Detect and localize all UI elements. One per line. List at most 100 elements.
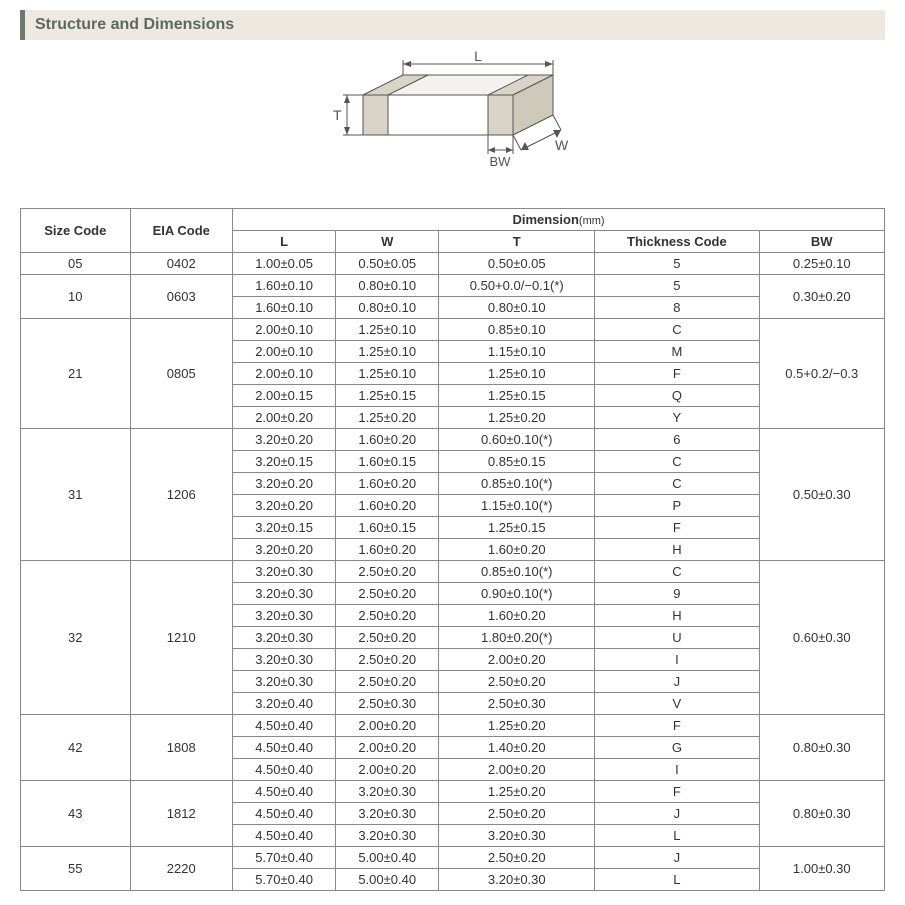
col-dimension: Dimension(mm) [233,209,885,231]
cell-size-code: 43 [21,781,131,847]
cell-W: 0.80±0.10 [336,275,439,297]
cell-eia-code: 1812 [130,781,233,847]
cell-tc: L [595,825,759,847]
col-thickness-code: Thickness Code [595,231,759,253]
cell-L: 1.60±0.10 [233,275,336,297]
cell-size-code: 10 [21,275,131,319]
cell-L: 1.60±0.10 [233,297,336,319]
col-BW: BW [759,231,884,253]
cell-tc: 5 [595,253,759,275]
cell-L: 3.20±0.15 [233,517,336,539]
cell-W: 2.50±0.30 [336,693,439,715]
cell-tc: P [595,495,759,517]
cell-tc: J [595,803,759,825]
cell-eia-code: 0603 [130,275,233,319]
cell-bw: 0.80±0.30 [759,781,884,847]
col-size-code: Size Code [21,209,131,253]
cell-W: 2.50±0.20 [336,627,439,649]
table-row: 1006031.60±0.100.80±0.100.50+0.0/−0.1(*)… [21,275,885,297]
cell-L: 3.20±0.30 [233,561,336,583]
cell-size-code: 42 [21,715,131,781]
cell-L: 2.00±0.10 [233,341,336,363]
cell-bw: 1.00±0.30 [759,847,884,891]
cell-L: 5.70±0.40 [233,847,336,869]
cell-W: 2.50±0.20 [336,649,439,671]
cell-L: 2.00±0.10 [233,319,336,341]
component-diagram: L W T BW [20,46,885,208]
cell-W: 2.00±0.20 [336,759,439,781]
cell-eia-code: 1210 [130,561,233,715]
cell-L: 3.20±0.30 [233,671,336,693]
cell-W: 2.50±0.20 [336,605,439,627]
cell-L: 4.50±0.40 [233,803,336,825]
cell-T: 0.85±0.10 [439,319,595,341]
cell-L: 2.00±0.15 [233,385,336,407]
cell-tc: 9 [595,583,759,605]
cell-T: 2.50±0.20 [439,671,595,693]
table-row: 3112063.20±0.201.60±0.200.60±0.10(*)60.5… [21,429,885,451]
cell-L: 3.20±0.40 [233,693,336,715]
cell-W: 2.00±0.20 [336,715,439,737]
cell-L: 3.20±0.20 [233,429,336,451]
cell-W: 1.25±0.10 [336,319,439,341]
cell-W: 1.25±0.10 [336,341,439,363]
diagram-label-L: L [474,50,482,64]
cell-W: 1.60±0.20 [336,429,439,451]
cell-T: 2.00±0.20 [439,759,595,781]
cell-tc: U [595,627,759,649]
table-row: 5522205.70±0.405.00±0.402.50±0.20J1.00±0… [21,847,885,869]
cell-W: 2.50±0.20 [336,671,439,693]
cell-L: 3.20±0.30 [233,627,336,649]
cell-T: 1.25±0.10 [439,363,595,385]
cell-size-code: 05 [21,253,131,275]
cell-L: 4.50±0.40 [233,715,336,737]
cell-tc: V [595,693,759,715]
cell-T: 2.50±0.20 [439,847,595,869]
cell-T: 3.20±0.30 [439,825,595,847]
cell-W: 0.50±0.05 [336,253,439,275]
cell-W: 1.60±0.20 [336,473,439,495]
col-L: L [233,231,336,253]
cell-tc: C [595,319,759,341]
cell-T: 2.50±0.30 [439,693,595,715]
cell-tc: F [595,781,759,803]
section-header: Structure and Dimensions [20,10,885,40]
cell-bw: 0.50±0.30 [759,429,884,561]
dimension-label: Dimension [512,212,578,227]
cell-L: 4.50±0.40 [233,825,336,847]
cell-bw: 0.25±0.10 [759,253,884,275]
cell-T: 0.90±0.10(*) [439,583,595,605]
cell-L: 3.20±0.30 [233,649,336,671]
cell-W: 2.50±0.20 [336,561,439,583]
cell-bw: 0.80±0.30 [759,715,884,781]
table-row: 2108052.00±0.101.25±0.100.85±0.10C0.5+0.… [21,319,885,341]
cell-W: 1.60±0.20 [336,539,439,561]
cell-T: 1.25±0.20 [439,715,595,737]
table-row: 4318124.50±0.403.20±0.301.25±0.20F0.80±0… [21,781,885,803]
cell-W: 2.00±0.20 [336,737,439,759]
cell-eia-code: 0402 [130,253,233,275]
cell-tc: C [595,473,759,495]
cell-W: 3.20±0.30 [336,825,439,847]
cell-size-code: 32 [21,561,131,715]
cell-T: 1.80±0.20(*) [439,627,595,649]
cell-bw: 0.60±0.30 [759,561,884,715]
cell-W: 1.25±0.10 [336,363,439,385]
cell-tc: F [595,363,759,385]
cell-T: 0.50+0.0/−0.1(*) [439,275,595,297]
cell-T: 1.25±0.20 [439,781,595,803]
cell-size-code: 21 [21,319,131,429]
table-row: 3212103.20±0.302.50±0.200.85±0.10(*)C0.6… [21,561,885,583]
cell-T: 0.80±0.10 [439,297,595,319]
cell-T: 1.15±0.10(*) [439,495,595,517]
cell-L: 4.50±0.40 [233,781,336,803]
cell-T: 1.60±0.20 [439,539,595,561]
cell-L: 3.20±0.20 [233,473,336,495]
cell-L: 3.20±0.15 [233,451,336,473]
cell-W: 5.00±0.40 [336,869,439,891]
section-title: Structure and Dimensions [35,16,234,33]
cell-tc: F [595,517,759,539]
diagram-label-T: T [333,107,342,123]
diagram-label-BW: BW [489,154,511,169]
cell-L: 3.20±0.30 [233,605,336,627]
